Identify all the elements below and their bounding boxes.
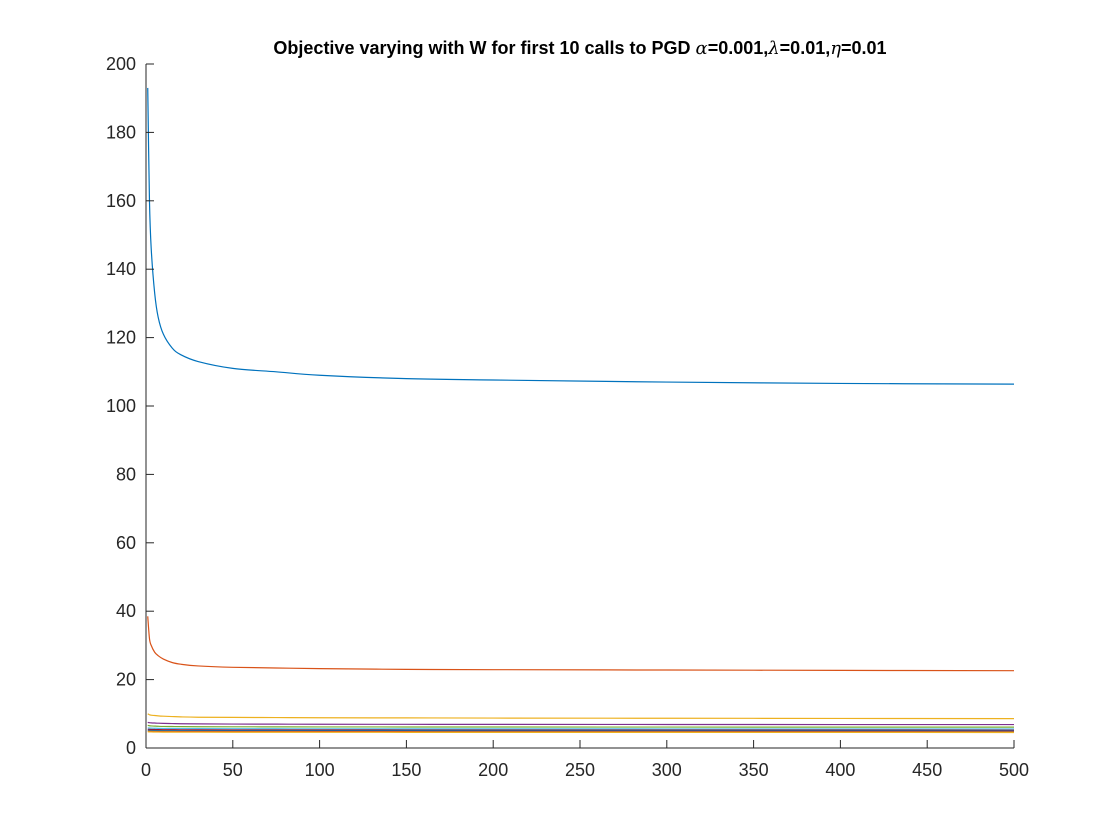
y-ticks: 0 20 40 60 80 100 120 140 160 180 200 bbox=[106, 54, 154, 758]
chart-title-part: =0.01 bbox=[841, 38, 887, 58]
series-line-10 bbox=[147, 731, 1015, 734]
chart-title-part: η bbox=[830, 38, 841, 59]
y-tick-label: 80 bbox=[116, 464, 136, 484]
y-tick-label: 40 bbox=[116, 601, 136, 621]
series-line-1 bbox=[147, 87, 1015, 385]
x-tick-label: 250 bbox=[565, 760, 595, 780]
chart-title: Objective varying with W for first 10 ca… bbox=[273, 38, 886, 59]
chart-title-part: =0.01, bbox=[780, 38, 831, 58]
x-tick-label: 100 bbox=[305, 760, 335, 780]
series-line-6 bbox=[147, 727, 1015, 730]
series-line-9 bbox=[147, 730, 1015, 733]
chart-title-part: =0.001, bbox=[708, 38, 769, 58]
x-tick-label: 150 bbox=[391, 760, 421, 780]
chart-title-part: λ bbox=[767, 38, 779, 59]
x-tick-label: 200 bbox=[478, 760, 508, 780]
x-tick-label: 300 bbox=[652, 760, 682, 780]
series-line-2 bbox=[147, 616, 1015, 672]
x-tick-label: 0 bbox=[141, 760, 151, 780]
y-tick-label: 120 bbox=[106, 328, 136, 348]
y-tick-label: 140 bbox=[106, 259, 136, 279]
series-layer bbox=[147, 87, 1015, 734]
chart-title-part: α bbox=[696, 38, 708, 59]
y-tick-label: 100 bbox=[106, 396, 136, 416]
x-tick-label: 500 bbox=[999, 760, 1029, 780]
series-line-5 bbox=[147, 724, 1015, 728]
y-tick-label: 200 bbox=[106, 54, 136, 74]
x-tick-label: 450 bbox=[912, 760, 942, 780]
y-tick-label: 20 bbox=[116, 670, 136, 690]
series-line-4 bbox=[147, 721, 1015, 726]
y-tick-label: 60 bbox=[116, 533, 136, 553]
y-tick-label: 0 bbox=[126, 738, 136, 758]
series-line-3 bbox=[147, 713, 1015, 720]
x-tick-label: 50 bbox=[223, 760, 243, 780]
chart-title-part: Objective varying with W for first 10 ca… bbox=[273, 38, 695, 58]
y-tick-label: 180 bbox=[106, 122, 136, 142]
x-tick-label: 400 bbox=[825, 760, 855, 780]
series-line-7 bbox=[147, 728, 1015, 731]
x-tick-label: 350 bbox=[739, 760, 769, 780]
series-line-8 bbox=[147, 729, 1015, 732]
y-tick-label: 160 bbox=[106, 191, 136, 211]
x-ticks: 0 50 100 150 200 250 300 350 400 450 500 bbox=[141, 740, 1029, 780]
